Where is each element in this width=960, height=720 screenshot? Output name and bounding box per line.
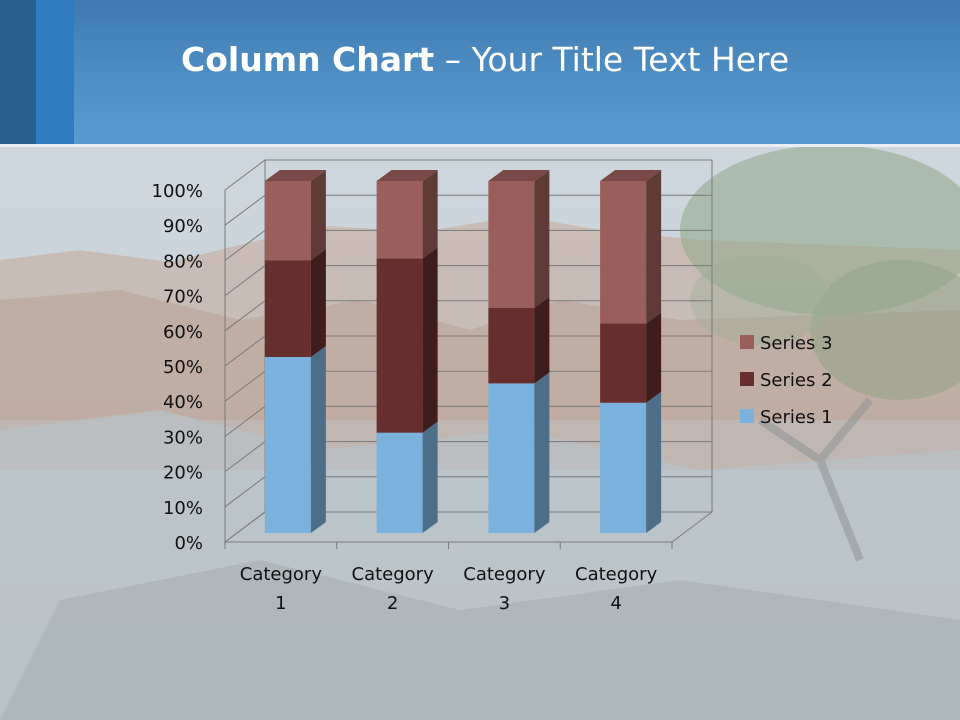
chart-legend: Series 3 Series 2 Series 1 bbox=[740, 333, 833, 428]
bar-top bbox=[488, 170, 550, 181]
slide-header bbox=[0, 0, 960, 146]
bar-top bbox=[376, 170, 438, 181]
bar-side bbox=[534, 170, 550, 308]
legend-swatch bbox=[740, 372, 754, 386]
bar-series-2-category-2 bbox=[376, 258, 423, 433]
bar-series-1-category-2 bbox=[376, 432, 423, 533]
title-bold: Column Chart bbox=[181, 40, 435, 79]
bar-side bbox=[422, 421, 438, 533]
x-tick-label: Category 4 bbox=[575, 564, 658, 614]
legend-label: Series 3 bbox=[760, 333, 833, 354]
header-accent-dark bbox=[0, 0, 36, 146]
y-tick-label: 90% bbox=[163, 216, 203, 237]
x-tick-label: Category 1 bbox=[240, 564, 323, 614]
bar-series-3-category-4 bbox=[600, 181, 647, 324]
bar-top bbox=[264, 170, 326, 181]
bar-top bbox=[600, 170, 662, 181]
y-tick-label: 30% bbox=[163, 427, 203, 448]
y-tick-label: 70% bbox=[163, 287, 203, 308]
y-tick-label: 80% bbox=[163, 251, 203, 272]
y-axis-labels: 0% 10% 20% 30% 40% 50% 60% 70% 80% 90% 100% bbox=[152, 181, 203, 554]
y-tick-label: 100% bbox=[152, 181, 203, 202]
bar-series-2-category-1 bbox=[264, 260, 311, 357]
x-axis-labels: Category 1 Category 2 Category 3 Category 4 bbox=[240, 564, 658, 614]
legend-label: Series 1 bbox=[760, 407, 833, 428]
bar-series-1-category-1 bbox=[264, 357, 311, 533]
bar-side bbox=[422, 247, 438, 433]
bar-series-3-category-2 bbox=[376, 181, 423, 259]
bar-side bbox=[310, 170, 326, 261]
bar-series-1-category-4 bbox=[600, 402, 647, 533]
legend-swatch bbox=[740, 409, 754, 423]
bar-side bbox=[310, 346, 326, 533]
x-tick-label: Category 3 bbox=[463, 564, 546, 614]
bar-side bbox=[646, 391, 662, 533]
slide-title: Column Chart – Your Title Text Here bbox=[181, 40, 789, 79]
y-tick-label: 20% bbox=[163, 463, 203, 484]
bar-series-1-category-3 bbox=[488, 383, 535, 533]
title-rest: – Your Title Text Here bbox=[434, 40, 790, 79]
y-tick-label: 10% bbox=[163, 498, 203, 519]
bar-side bbox=[310, 249, 326, 357]
y-tick-label: 50% bbox=[163, 357, 203, 378]
bar-series-3-category-3 bbox=[488, 181, 535, 308]
bar-side bbox=[646, 170, 662, 324]
bar-side bbox=[534, 296, 550, 384]
y-tick-label: 0% bbox=[174, 533, 203, 554]
x-tick-label: Category 2 bbox=[352, 564, 435, 614]
y-tick-label: 60% bbox=[163, 322, 203, 343]
header-accent-light bbox=[36, 0, 74, 146]
legend-swatch bbox=[740, 335, 754, 349]
bar-series-3-category-1 bbox=[264, 181, 311, 261]
chart-bars bbox=[264, 170, 662, 533]
bar-side bbox=[422, 170, 438, 259]
y-tick-label: 40% bbox=[163, 392, 203, 413]
bar-series-2-category-4 bbox=[600, 323, 647, 403]
legend-label: Series 2 bbox=[760, 370, 833, 391]
header-divider bbox=[0, 144, 960, 147]
bar-series-2-category-3 bbox=[488, 307, 535, 384]
bar-side bbox=[534, 372, 550, 533]
bar-side bbox=[646, 312, 662, 403]
